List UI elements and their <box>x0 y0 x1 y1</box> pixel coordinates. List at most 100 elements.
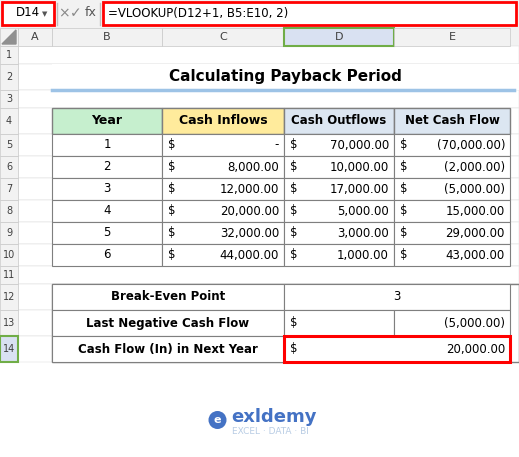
Text: 1,000.00: 1,000.00 <box>337 249 389 261</box>
Text: $: $ <box>400 138 407 152</box>
Text: $: $ <box>168 182 175 196</box>
Bar <box>0 200 18 222</box>
Bar <box>52 28 162 46</box>
Text: ▼: ▼ <box>43 11 48 17</box>
Text: A: A <box>31 32 39 42</box>
Text: D14: D14 <box>16 6 40 20</box>
Bar <box>18 266 519 284</box>
Bar <box>284 28 394 46</box>
Bar <box>284 284 510 310</box>
Bar <box>284 108 394 134</box>
Text: $: $ <box>290 249 297 261</box>
Text: 3: 3 <box>6 94 12 104</box>
Bar <box>18 108 519 134</box>
Text: 3,000.00: 3,000.00 <box>337 227 389 239</box>
Text: 5: 5 <box>103 227 111 239</box>
Bar <box>0 156 18 178</box>
Text: 43,000.00: 43,000.00 <box>446 249 505 261</box>
Bar <box>18 156 519 178</box>
Text: 11: 11 <box>3 270 15 280</box>
Bar <box>0 64 18 90</box>
Text: (5,000.00): (5,000.00) <box>444 182 505 196</box>
Bar <box>284 310 394 336</box>
Bar <box>0 336 18 362</box>
Text: $: $ <box>400 204 407 218</box>
Bar <box>284 222 394 244</box>
Text: 10,000.00: 10,000.00 <box>330 160 389 174</box>
Text: Cash Inflows: Cash Inflows <box>179 115 267 128</box>
Bar <box>162 134 284 156</box>
Text: Net Cash Flow: Net Cash Flow <box>405 115 499 128</box>
Text: EXCEL · DATA · BI: EXCEL · DATA · BI <box>231 426 308 436</box>
Text: Calculating Payback Period: Calculating Payback Period <box>169 69 402 85</box>
Bar <box>0 134 18 156</box>
Text: e: e <box>214 415 221 425</box>
Text: $: $ <box>168 249 175 261</box>
Text: $: $ <box>290 138 297 152</box>
Text: ✓: ✓ <box>70 6 82 20</box>
Bar <box>18 244 519 266</box>
Bar <box>52 310 284 336</box>
Text: 1: 1 <box>103 138 111 152</box>
Text: 6: 6 <box>103 249 111 261</box>
Bar <box>284 200 394 222</box>
Bar <box>394 28 510 46</box>
Text: exldemy: exldemy <box>231 408 317 426</box>
Bar <box>162 244 284 266</box>
Text: 5: 5 <box>6 140 12 150</box>
Text: (2,000.00): (2,000.00) <box>444 160 505 174</box>
Bar <box>284 134 394 156</box>
Text: $: $ <box>400 227 407 239</box>
Text: 15,000.00: 15,000.00 <box>446 204 505 218</box>
Text: =VLOOKUP(D12+1, B5:E10, 2): =VLOOKUP(D12+1, B5:E10, 2) <box>108 6 288 20</box>
Bar <box>52 336 284 362</box>
Bar <box>52 156 162 178</box>
Text: B: B <box>103 32 111 42</box>
Bar <box>162 222 284 244</box>
Bar <box>52 222 162 244</box>
Text: $: $ <box>168 227 175 239</box>
Text: $: $ <box>290 227 297 239</box>
Text: $: $ <box>290 204 297 218</box>
Text: 13: 13 <box>3 318 15 328</box>
Text: ×: × <box>58 6 70 20</box>
Bar <box>2 2 54 25</box>
Bar <box>52 64 519 90</box>
Text: fx: fx <box>85 6 97 20</box>
Text: 12: 12 <box>3 292 15 302</box>
Bar <box>0 266 18 284</box>
Bar <box>0 178 18 200</box>
Bar <box>394 336 510 362</box>
Bar <box>0 222 18 244</box>
Text: $: $ <box>290 342 297 356</box>
Bar <box>18 46 519 64</box>
Text: $: $ <box>400 160 407 174</box>
Text: Break-Even Point: Break-Even Point <box>111 291 225 303</box>
Bar <box>162 28 284 46</box>
Bar <box>18 222 519 244</box>
Text: -: - <box>275 138 279 152</box>
Bar <box>394 222 510 244</box>
Text: Year: Year <box>91 115 122 128</box>
Bar <box>394 244 510 266</box>
Bar <box>162 200 284 222</box>
Bar <box>18 200 519 222</box>
Text: $: $ <box>290 342 297 356</box>
Bar <box>0 0 519 28</box>
Bar <box>18 64 519 90</box>
Bar <box>394 134 510 156</box>
Text: C: C <box>219 32 227 42</box>
Text: 7: 7 <box>6 184 12 194</box>
Bar <box>284 244 394 266</box>
Text: 3: 3 <box>393 291 401 303</box>
Bar <box>52 284 519 362</box>
Text: 20,000.00: 20,000.00 <box>446 342 505 356</box>
Bar <box>0 90 18 108</box>
Text: E: E <box>448 32 456 42</box>
Text: 2: 2 <box>103 160 111 174</box>
Text: 32,000.00: 32,000.00 <box>220 227 279 239</box>
Polygon shape <box>2 30 16 44</box>
Circle shape <box>209 411 226 429</box>
Text: $: $ <box>400 182 407 196</box>
Bar <box>0 28 519 46</box>
